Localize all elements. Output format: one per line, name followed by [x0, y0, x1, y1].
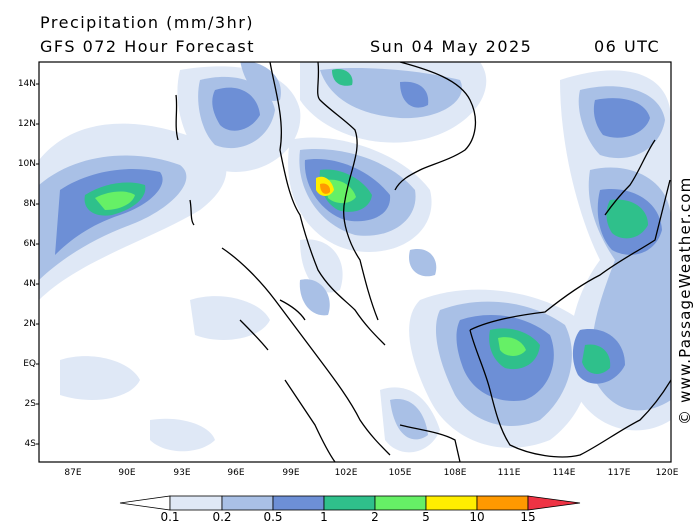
lon-label: 87E: [64, 468, 82, 478]
colorbar-label: 1: [320, 510, 328, 524]
colorbar-segment: [323, 495, 376, 511]
map-title: Precipitation (mm/3hr): [40, 13, 255, 32]
axis-ticks: [36, 83, 39, 445]
lon-label: 105E: [388, 468, 412, 478]
lat-label: 4N: [23, 279, 36, 289]
colorbar-max-arrow: [527, 495, 581, 511]
colorbar-segment: [221, 495, 274, 511]
lat-label: 6N: [23, 239, 36, 249]
coastlines: [175, 62, 671, 462]
colorbar-label: 5: [422, 510, 430, 524]
lon-label: 111E: [497, 468, 521, 478]
lat-label: 8N: [23, 199, 36, 209]
lon-label: 102E: [334, 468, 358, 478]
colorbar-label: 2: [371, 510, 379, 524]
colorbar-label: 0.5: [263, 510, 283, 524]
lat-label: 12N: [17, 119, 36, 129]
lon-label: 90E: [118, 468, 136, 478]
lon-label: 108E: [443, 468, 467, 478]
lon-label: 120E: [655, 468, 679, 478]
colorbar-label: 10: [469, 510, 485, 524]
lon-label: 117E: [607, 468, 631, 478]
lat-label: 10N: [17, 159, 36, 169]
colorbar-min-arrow: [119, 495, 171, 511]
lon-label: 114E: [552, 468, 576, 478]
lat-label: 14N: [17, 79, 36, 89]
color-bar: [119, 495, 581, 511]
lon-label: 99E: [282, 468, 300, 478]
forecast-label: GFS 072 Hour Forecast: [40, 37, 256, 56]
colorbar-segment: [169, 495, 223, 511]
lat-label: 2N: [23, 319, 36, 329]
colorbar-label: 0.2: [212, 510, 232, 524]
forecast-time: 06 UTC: [594, 37, 661, 56]
forecast-date: Sun 04 May 2025: [370, 37, 533, 56]
colorbar-segment: [272, 495, 325, 511]
colorbar-segment: [425, 495, 478, 511]
lat-label: 2S: [24, 399, 36, 409]
lat-label: 4S: [24, 439, 36, 449]
colorbar-segment: [476, 495, 529, 511]
colorbar-label: 0.1: [160, 510, 180, 524]
lon-label: 93E: [173, 468, 191, 478]
map-frame: [38, 61, 672, 463]
colorbar-label: 15: [520, 510, 536, 524]
site-credit: © www.PassageWeather.com: [676, 176, 694, 425]
lat-label: EQ: [23, 359, 36, 369]
lon-label: 96E: [227, 468, 245, 478]
colorbar-segment: [374, 495, 427, 511]
